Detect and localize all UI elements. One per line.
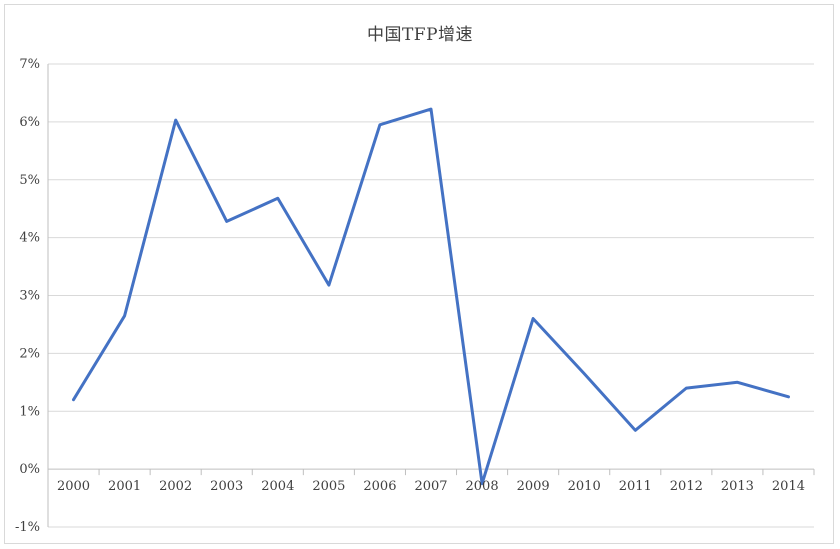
data-point-2005 [327,283,331,287]
x-tick-label: 2005 [312,479,345,494]
x-tick-label: 2008 [466,479,499,494]
x-tick-label: 2009 [517,479,550,494]
data-point-2001 [123,314,127,318]
x-tick-label: 2010 [568,479,601,494]
y-tick-label: 3% [19,289,40,304]
y-tick-label: 1% [19,404,40,419]
x-tick-label: 2013 [721,479,754,494]
x-tick-label: 2012 [670,479,703,494]
y-tick-label: 2% [19,346,40,361]
y-tick-label: 0% [19,462,40,477]
data-point-2011 [633,428,637,432]
chart-frame [4,4,834,544]
y-tick-label: 4% [19,231,40,246]
data-point-2003 [225,219,229,223]
chart-title: 中国TFP增速 [366,25,474,45]
data-point-2004 [276,196,280,200]
axes [47,64,815,527]
data-point-2013 [735,380,739,384]
series-layer [72,107,790,486]
data-point-2009 [531,317,535,321]
data-point-2007 [429,107,433,111]
x-tick-label: 2002 [159,479,192,494]
tick-labels: -1% 0% 1% 2% 3% 4% 5% 6% 7% 2000 2001 2002 2003 2004 2… [15,57,805,535]
data-point-2010 [582,372,586,376]
data-point-2014 [786,395,790,399]
gridlines [48,63,814,528]
data-point-2006 [378,123,382,127]
data-point-2002 [174,118,178,122]
series-line-0 [72,107,790,486]
y-tick-label: 7% [19,57,40,72]
x-tick-label: 2000 [57,479,90,494]
x-tick-label: 2011 [619,479,652,494]
y-tick-label: -1% [15,520,40,535]
x-tick-label: 2001 [108,479,141,494]
x-tick-label: 2014 [772,479,805,494]
x-tick-label: 2004 [261,479,294,494]
data-point-2012 [684,386,688,390]
y-tick-label: 6% [19,115,40,130]
x-tick-label: 2006 [363,479,396,494]
x-tick-label: 2007 [414,479,447,494]
y-tick-label: 5% [19,173,40,188]
x-tick-label: 2003 [210,479,243,494]
data-point-2000 [72,398,76,402]
